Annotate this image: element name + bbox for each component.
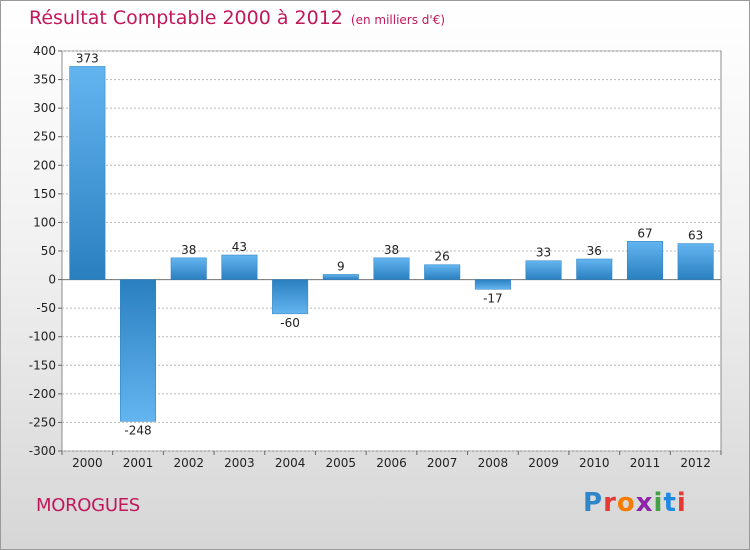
logo-letter: o	[616, 488, 636, 518]
y-tick-label: -250	[29, 415, 56, 429]
x-tick-label-2000: 2000	[72, 456, 103, 470]
bar-2001	[120, 279, 157, 422]
y-tick-label: 400	[33, 44, 56, 58]
x-tick-label-2005: 2005	[326, 456, 357, 470]
logo-letter: i	[653, 488, 664, 518]
data-label-2003: 43	[232, 240, 247, 254]
y-tick-label: 300	[33, 101, 56, 115]
data-label-2010: 36	[587, 244, 602, 258]
data-label-2007: 26	[435, 250, 450, 264]
logo-letter: r	[603, 488, 617, 518]
commune-name: MOROGUES	[36, 495, 140, 516]
y-tick-label: 350	[33, 73, 56, 87]
proxiti-logo: Proxiti	[583, 488, 687, 518]
chart-title: Résultat Comptable 2000 à 2012 (en millie…	[29, 7, 445, 29]
bar-2008	[474, 279, 511, 290]
data-label-2011: 67	[637, 226, 652, 240]
data-label-2000: 373	[76, 51, 99, 65]
logo-letter: i	[676, 488, 687, 518]
data-label-2002: 38	[181, 243, 196, 257]
y-tick-label: 0	[48, 273, 56, 287]
bar-2006	[373, 257, 410, 280]
y-tick-label: -200	[29, 387, 56, 401]
y-tick-label: -300	[29, 444, 56, 458]
x-tick-label-2006: 2006	[376, 456, 407, 470]
x-tick-label-2002: 2002	[173, 456, 204, 470]
chart-title-text: Résultat Comptable 2000 à 2012	[29, 7, 343, 29]
y-axis: 400 350 300 250 200 150 100 50 0 -50 -100 -150 -200 -…	[29, 44, 62, 458]
bar-2012	[677, 243, 714, 280]
bar-2002	[170, 257, 207, 280]
bar-2003	[221, 254, 258, 280]
y-tick-label: -150	[29, 358, 56, 372]
bar-2007	[424, 264, 461, 280]
bar-2009	[525, 260, 562, 280]
data-label-2012: 63	[688, 229, 703, 243]
logo-letter: P	[583, 488, 604, 518]
data-labels: 373 -248 38 43 -60 9 38 26 -17 33 36 67 63	[76, 51, 703, 437]
logo-letter: t	[663, 488, 677, 518]
bar-2004	[272, 279, 309, 315]
data-label-2001: -248	[124, 423, 151, 437]
x-axis: 2000 2001 2002 2003 2004 2005 2006 2007 2008 2009…	[61, 451, 722, 470]
data-label-2006: 38	[384, 243, 399, 257]
bar-2005	[322, 274, 359, 280]
x-tick-label-2004: 2004	[275, 456, 306, 470]
bar-2010	[576, 258, 613, 280]
x-tick-label-2001: 2001	[123, 456, 154, 470]
x-tick-label-2009: 2009	[528, 456, 559, 470]
bars	[69, 66, 714, 422]
data-label-2009: 33	[536, 246, 551, 260]
y-tick-label: -100	[29, 330, 56, 344]
data-label-2005: 9	[337, 259, 345, 273]
y-tick-label: 150	[33, 187, 56, 201]
y-tick-label: 100	[33, 215, 56, 229]
data-label-2004: -60	[280, 316, 300, 330]
bar-2000	[69, 66, 106, 280]
bar-2011	[626, 241, 663, 280]
x-tick-label-2008: 2008	[478, 456, 509, 470]
y-tick-label: 250	[33, 130, 56, 144]
x-tick-label-2012: 2012	[680, 456, 711, 470]
x-tick-label-2007: 2007	[427, 456, 458, 470]
y-tick-label: -50	[36, 301, 56, 315]
y-tick-label: 200	[33, 158, 56, 172]
data-label-2008: -17	[483, 291, 503, 305]
x-tick-label-2003: 2003	[224, 456, 255, 470]
chart-unit: (en milliers d'€)	[350, 13, 446, 27]
logo-letter: x	[635, 488, 654, 518]
x-tick-label-2011: 2011	[630, 456, 661, 470]
x-tick-label-2010: 2010	[579, 456, 610, 470]
y-tick-label: 50	[41, 244, 56, 258]
